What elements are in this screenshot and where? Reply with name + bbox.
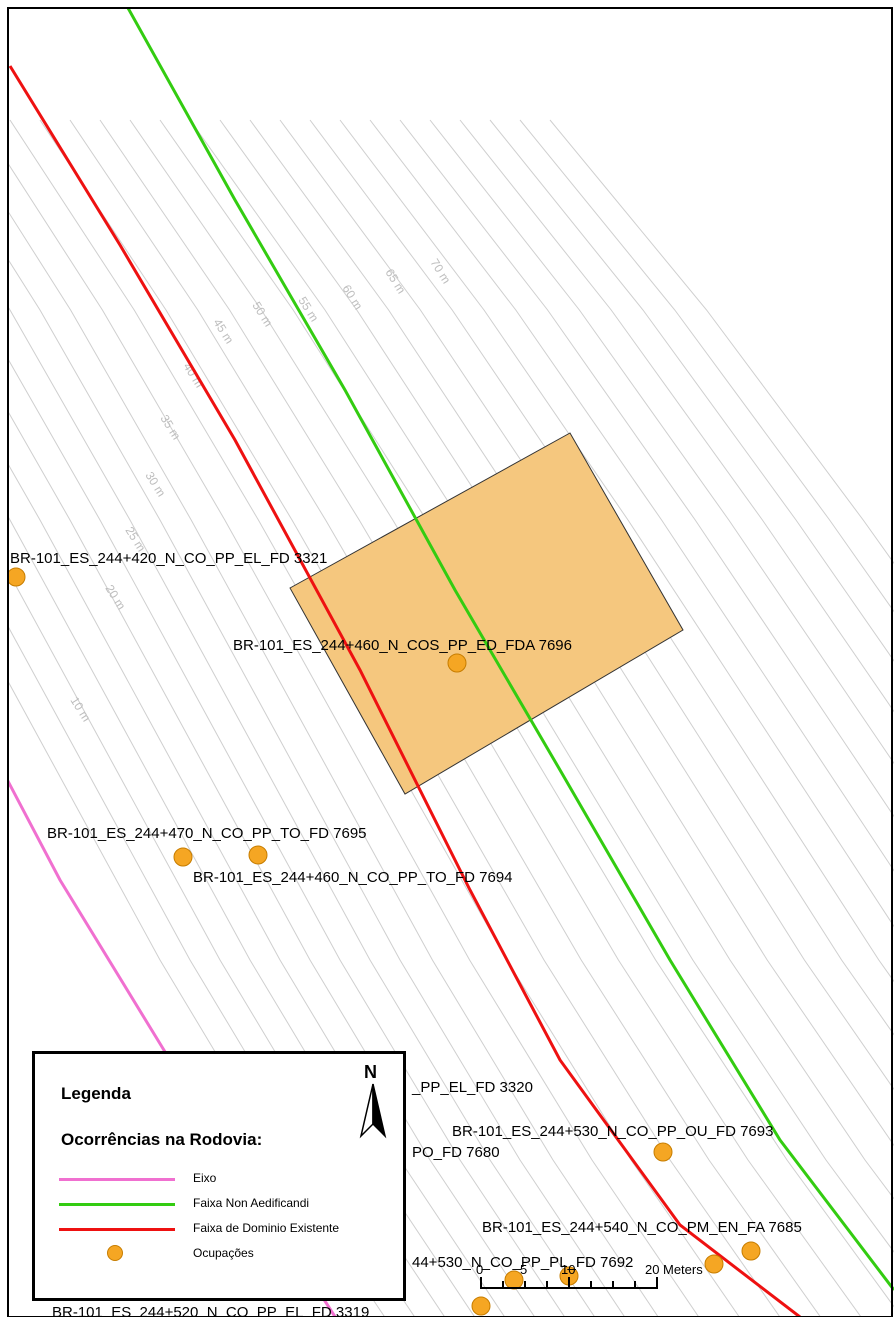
buffer-line [219,119,894,1147]
buffer-line [159,119,894,1253]
occupation-points [7,567,761,1316]
occupation-point[interactable] [447,653,467,673]
buffer-line [279,119,894,1036]
scale-tick-20: 20 [645,1262,659,1277]
occurrence-label-7693: BR-101_ES_244+530_N_CO_PP_OU_FD 7693 [452,1123,773,1140]
legend-line-eixo-icon [59,1178,175,1181]
north-arrow-icon: N [359,1062,387,1139]
buffer-line [8,305,596,1317]
scale-unit: Meters [663,1262,703,1277]
scale-tick-10: 10 [561,1262,575,1277]
occupation-point[interactable] [653,1142,673,1162]
legend-point-ocupacoes-icon [107,1245,123,1261]
buffer-line [8,357,566,1317]
buffer-line [309,119,894,983]
occupation-point[interactable] [173,847,193,867]
legend-item-label: Eixo [193,1171,217,1185]
occurrence-label-3321: BR-101_ES_244+420_N_CO_PP_EL_FD 3321 [10,550,327,567]
map-frame [7,7,893,1317]
occurrence-label-3320: _PP_EL_FD 3320 [411,1079,533,1096]
legend-line-dominio-icon [59,1228,175,1231]
occupation-point[interactable] [7,567,26,587]
buffer-line [429,119,894,765]
buffer-line [8,258,626,1317]
buffer-line [519,119,894,613]
legend-title: Legenda [61,1084,131,1103]
occupation-point[interactable] [471,1296,491,1316]
parcel-polygon[interactable] [289,432,684,795]
legend-item-eixo: Eixo [35,1168,405,1190]
occurrence-label-7680: PO_FD 7680 [412,1144,500,1161]
buffer-line [8,162,700,1317]
buffer-line [8,210,659,1317]
buffer-line [189,119,894,1200]
scale-tick-0: 0 [476,1262,483,1277]
buffer-line [249,119,894,1091]
buffer-line [369,119,894,872]
occurrence-label-7696: BR-101_ES_244+460_N_COS_PP_ED_FDA 7696 [233,637,572,654]
buffer-line [399,119,894,818]
occupation-point[interactable] [248,845,268,865]
buffer-line [339,119,894,928]
legend-item-non-aedificandi: Faixa Non Aedificandi [35,1193,405,1215]
legend-subtitle: Ocorrências na Rodovia: [61,1130,263,1149]
occurrence-label-7695: BR-101_ES_244+470_N_CO_PP_TO_FD 7695 [47,825,367,842]
buffer-line [129,119,894,1308]
legend-item-label: Faixa Non Aedificandi [193,1196,310,1210]
scale-bar: 0 5 10 20 Meters [476,1262,703,1289]
legend-line-non-aedificandi-icon [59,1203,175,1206]
occurrence-label-7694: BR-101_ES_244+460_N_CO_PP_TO_FD 7694 [193,869,513,886]
buffer-line [549,119,894,565]
faixa-dominio-existente-line[interactable] [8,65,801,1317]
occurrence-label-7685: BR-101_ES_244+540_N_CO_PM_EN_FA 7685 [482,1219,802,1236]
legend-item-label: Ocupações [193,1246,254,1260]
occurrence-label-7692: 44+530_N_CO_PP_PL_FD 7692 [412,1254,633,1271]
legend-panel: Legenda Ocorrências na Rodovia: N Eixo F… [32,1051,406,1301]
buffer-line [459,119,894,713]
legend-item-dominio: Faixa de Dominio Existente [35,1218,405,1240]
north-label: N [364,1062,377,1082]
occurrence-label-3319: BR-101_ES_244+520_N_CO_PP_EL_FD 3319 [52,1304,369,1317]
buffer-line [489,119,894,662]
occupation-point[interactable] [741,1241,761,1261]
scale-tick-5: 5 [520,1262,527,1277]
legend-item-label: Faixa de Dominio Existente [193,1221,340,1235]
buffer-line [8,410,536,1317]
faixa-non-aedificandi-line[interactable] [126,8,894,1291]
occupation-point[interactable] [704,1254,724,1274]
legend-item-ocupacoes: Ocupações [35,1243,405,1265]
